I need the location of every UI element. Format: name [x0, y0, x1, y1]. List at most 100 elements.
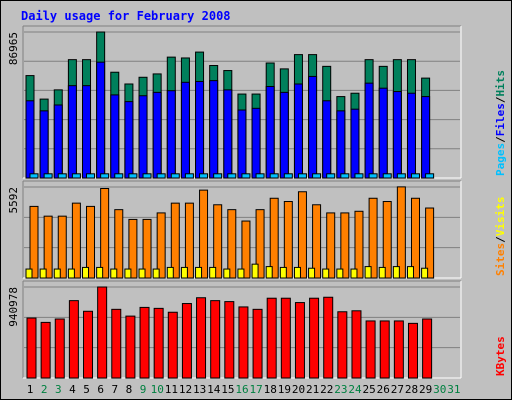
visits-bar-day-26: [378, 266, 386, 279]
sites-bar-day-5: [86, 205, 96, 279]
x-tick-label-day-23: 23: [334, 383, 347, 396]
sites-bar-day-23: [340, 212, 350, 279]
visits-bar-day-7: [110, 268, 118, 279]
visits-bar-day-5: [82, 266, 90, 279]
pages-bar-day-25: [368, 173, 378, 179]
visits-bar-day-28: [406, 266, 414, 279]
files-bar-day-22: [322, 100, 332, 179]
kbytes-bar-day-14: [210, 300, 221, 379]
kbytes-bar-day-22: [323, 296, 334, 379]
files-bar-day-15: [223, 89, 233, 179]
panel-sites-visits-ytick-label: 5592: [7, 187, 20, 214]
kbytes-bar-day-24: [351, 310, 362, 379]
sites-bar-day-2: [43, 215, 53, 279]
visits-bar-day-13: [195, 266, 203, 279]
panel-kbytes-legend: KBytes: [494, 336, 507, 376]
sites-bar-day-15: [227, 209, 237, 279]
sites-bar-day-18: [269, 197, 279, 279]
kbytes-bar-day-7: [111, 308, 122, 379]
sites-bar-day-22: [326, 212, 336, 279]
kbytes-bar-day-8: [125, 315, 136, 379]
visits-bar-day-22: [322, 268, 330, 279]
x-tick-label-day-27: 27: [391, 383, 404, 396]
sites-bar-day-8: [128, 218, 138, 279]
files-bar-day-26: [378, 87, 388, 179]
x-tick-label-day-18: 18: [264, 383, 277, 396]
files-bar-day-19: [279, 91, 289, 179]
files-bar-day-16: [237, 109, 247, 179]
x-tick-label-day-15: 15: [221, 383, 234, 396]
files-bar-day-23: [336, 110, 346, 179]
kbytes-bar-day-11: [167, 311, 178, 379]
x-tick-label-day-9: 9: [140, 383, 147, 396]
panel-hits-files-pages-ytick-label: 86965: [7, 32, 20, 65]
kbytes-bar-day-25: [365, 320, 376, 379]
kbytes-bar-day-3: [54, 318, 65, 379]
files-bar-day-27: [392, 91, 402, 179]
pages-bar-day-29: [425, 173, 435, 179]
pages-bar-day-8: [128, 173, 138, 179]
sites-bar-day-24: [354, 210, 364, 279]
x-tick-label-day-28: 28: [405, 383, 418, 396]
visits-bar-day-1: [25, 268, 33, 279]
panel-sites-visits-legend: Sites/Visits: [494, 197, 507, 277]
x-tick-label-day-29: 29: [419, 383, 432, 396]
files-bar-day-4: [67, 85, 77, 179]
kbytes-bar-day-20: [294, 302, 305, 379]
pages-bar-day-4: [71, 173, 81, 179]
files-bar-day-20: [293, 83, 303, 179]
files-bar-day-11: [166, 90, 176, 179]
pages-bar-day-19: [283, 173, 293, 179]
sites-bar-day-12: [184, 202, 194, 279]
x-tick-label-day-4: 4: [69, 383, 76, 396]
x-tick-label-day-1: 1: [27, 383, 34, 396]
sites-bar-day-6: [100, 187, 110, 279]
x-tick-label-day-21: 21: [306, 383, 319, 396]
files-bar-day-29: [421, 96, 431, 179]
kbytes-bar-day-10: [153, 307, 164, 379]
kbytes-bar-day-17: [252, 308, 263, 379]
sites-bar-day-16: [241, 220, 251, 279]
x-tick-label-day-17: 17: [250, 383, 263, 396]
x-tick-label-day-11: 11: [165, 383, 178, 396]
files-bar-day-18: [265, 86, 275, 179]
files-bar-day-2: [39, 110, 49, 179]
kbytes-bar-day-15: [224, 301, 235, 379]
x-tick-label-day-26: 26: [377, 383, 390, 396]
kbytes-bar-day-9: [139, 306, 150, 379]
kbytes-bar-day-5: [83, 310, 94, 379]
legend-sites: Sites: [494, 243, 507, 276]
visits-bar-day-19: [279, 266, 287, 279]
pages-bar-day-23: [340, 173, 350, 179]
visits-bar-day-16: [237, 268, 245, 279]
sites-bar-day-19: [283, 201, 293, 279]
files-bar-day-1: [25, 100, 35, 179]
x-tick-label-day-16: 16: [235, 383, 248, 396]
pages-bar-day-26: [382, 173, 392, 179]
files-bar-day-28: [406, 92, 416, 179]
x-tick-label-day-13: 13: [193, 383, 206, 396]
kbytes-bar-day-23: [337, 311, 348, 379]
pages-bar-day-24: [354, 173, 364, 179]
visits-bar-day-25: [364, 266, 372, 279]
pages-bar-day-12: [184, 173, 194, 179]
sites-bar-day-7: [114, 209, 124, 279]
kbytes-bar-day-21: [309, 297, 320, 379]
sites-bar-day-21: [312, 204, 322, 279]
visits-bar-day-14: [209, 266, 217, 279]
x-tick-label-day-19: 19: [278, 383, 291, 396]
pages-bar-day-16: [241, 173, 251, 179]
pages-bar-day-15: [227, 173, 237, 179]
pages-bar-day-1: [29, 173, 39, 179]
pages-bar-day-28: [410, 173, 420, 179]
kbytes-bar-day-2: [40, 321, 51, 379]
pages-bar-day-14: [213, 173, 223, 179]
kbytes-bar-day-29: [422, 318, 433, 379]
pages-bar-day-27: [396, 173, 406, 179]
visits-bar-day-8: [124, 268, 132, 279]
files-bar-day-6: [96, 61, 106, 179]
visits-bar-day-27: [392, 266, 400, 279]
chart-title: Daily usage for February 2008: [21, 9, 231, 23]
